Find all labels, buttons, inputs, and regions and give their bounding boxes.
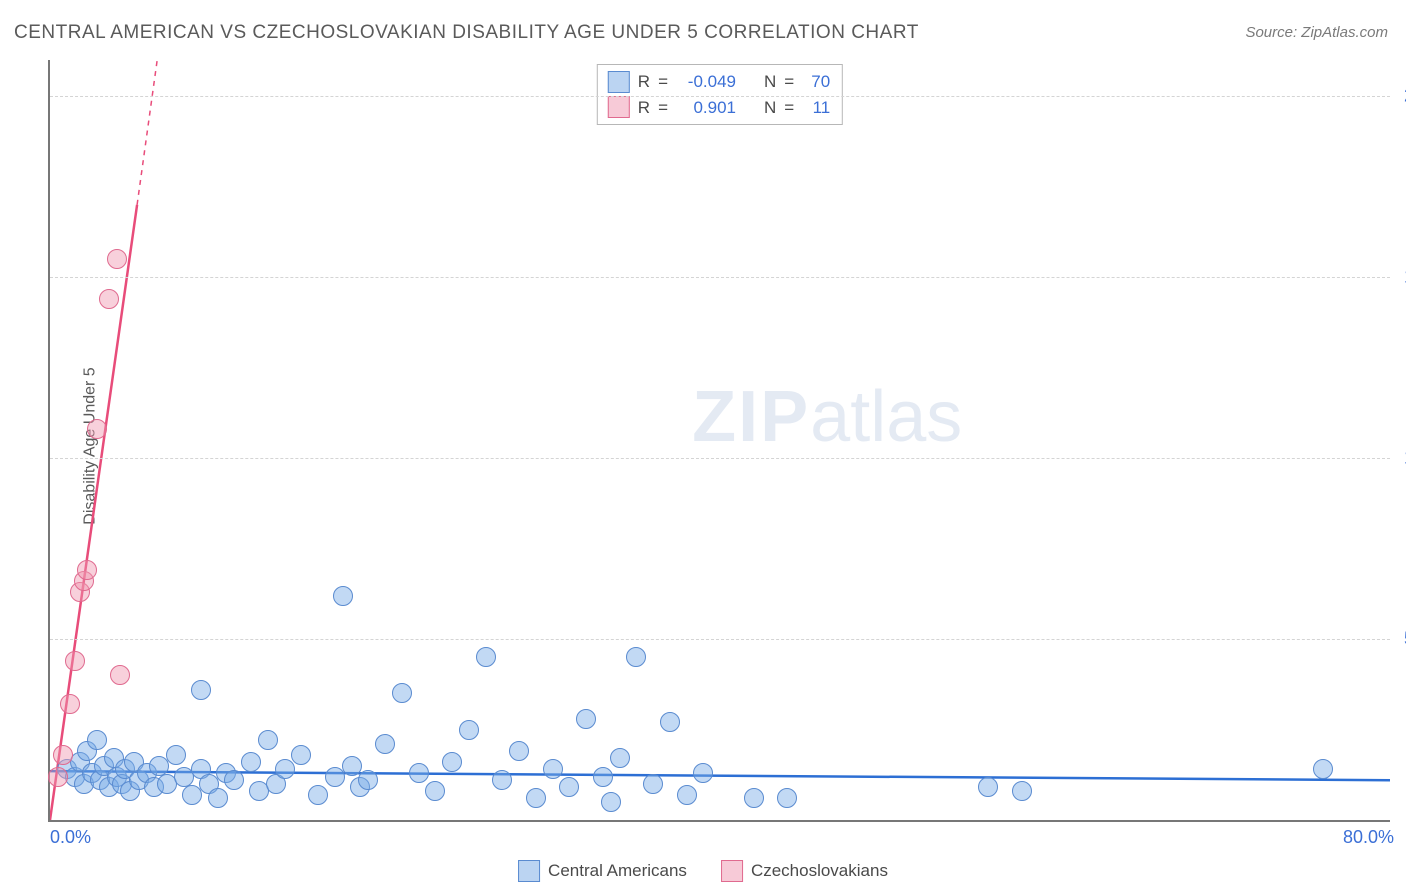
legend-swatch-blue-icon [518,860,540,882]
data-point [358,770,378,790]
legend-item-pink: Czechoslovakians [721,860,888,882]
eq-sign: = [658,69,668,95]
data-point [978,777,998,797]
data-point [333,586,353,606]
watermark-rest: atlas [810,377,962,457]
data-point [509,741,529,761]
data-point [777,788,797,808]
scatter-plot: ZIPatlas R = -0.049 N = 70 R = 0.901 N =… [48,60,1390,822]
stats-row-blue: R = -0.049 N = 70 [608,69,830,95]
swatch-pink-icon [608,96,630,118]
source-label: Source: ZipAtlas.com [1245,24,1388,41]
data-point [48,767,68,787]
data-point [626,647,646,667]
data-point [643,774,663,794]
data-point [543,759,563,779]
data-point [476,647,496,667]
data-point [677,785,697,805]
data-point [744,788,764,808]
data-point [1313,759,1333,779]
bottom-legend: Central Americans Czechoslovakians [518,860,888,882]
x-tick-min: 0.0% [50,827,91,848]
eq-sign-4: = [784,95,794,121]
legend-item-blue: Central Americans [518,860,687,882]
data-point [258,730,278,750]
data-point [342,756,362,776]
eq-sign-3: = [658,95,668,121]
legend-label-blue: Central Americans [548,861,687,881]
data-point [241,752,261,772]
data-point [526,788,546,808]
data-point [275,759,295,779]
x-tick-max: 80.0% [1343,827,1394,848]
r-value-blue: -0.049 [676,69,736,95]
gridline [50,639,1390,640]
data-point [224,770,244,790]
data-point [425,781,445,801]
r-label: R [638,69,650,95]
data-point [459,720,479,740]
watermark-zip: ZIP [692,377,810,457]
gridline [50,96,1390,97]
data-point [77,560,97,580]
data-point [593,767,613,787]
eq-sign-2: = [784,69,794,95]
data-point [110,665,130,685]
data-point [610,748,630,768]
data-point [409,763,429,783]
data-point [191,680,211,700]
y-tick-label: 10.0% [1394,448,1406,469]
y-tick-label: 20.0% [1394,86,1406,107]
r-value-pink: 0.901 [676,95,736,121]
page-title: CENTRAL AMERICAN VS CZECHOSLOVAKIAN DISA… [14,22,919,44]
legend-label-pink: Czechoslovakians [751,861,888,881]
data-point [166,745,186,765]
data-point [87,730,107,750]
gridline [50,277,1390,278]
y-tick-label: 5.0% [1394,629,1406,650]
data-point [492,770,512,790]
data-point [65,651,85,671]
n-value-pink: 11 [802,95,830,121]
stats-box: R = -0.049 N = 70 R = 0.901 N = 11 [597,64,843,125]
data-point [442,752,462,772]
n-value-blue: 70 [802,69,830,95]
data-point [576,709,596,729]
data-point [99,289,119,309]
data-point [660,712,680,732]
data-point [208,788,228,808]
data-point [559,777,579,797]
n-label: N [764,69,776,95]
data-point [375,734,395,754]
data-point [60,694,80,714]
y-tick-label: 15.0% [1394,267,1406,288]
gridline [50,458,1390,459]
swatch-blue-icon [608,71,630,93]
data-point [87,419,107,439]
data-point [53,745,73,765]
data-point [392,683,412,703]
data-point [601,792,621,812]
legend-swatch-pink-icon [721,860,743,882]
r-label-2: R [638,95,650,121]
data-point [291,745,311,765]
watermark: ZIPatlas [692,376,962,458]
data-point [107,249,127,269]
n-label-2: N [764,95,776,121]
stats-row-pink: R = 0.901 N = 11 [608,95,830,121]
data-point [693,763,713,783]
data-point [308,785,328,805]
data-point [1012,781,1032,801]
